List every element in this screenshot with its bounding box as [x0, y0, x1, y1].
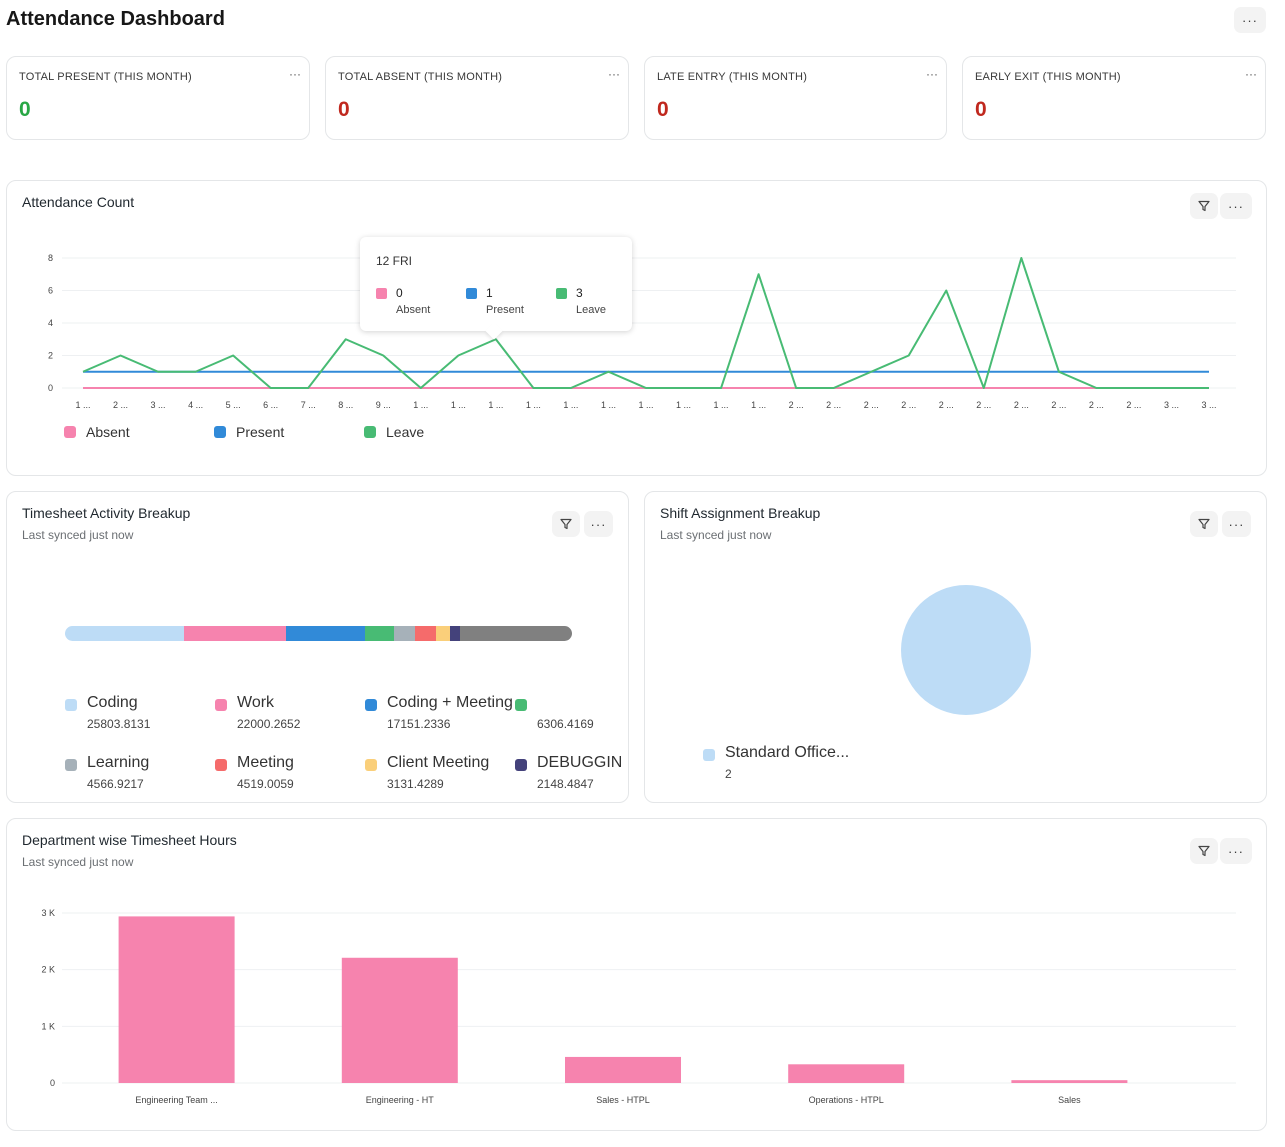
percentage-bar-segment[interactable]: [65, 626, 185, 641]
last-synced-text: Last synced just now: [660, 528, 772, 542]
number-card-menu-button[interactable]: ···: [289, 67, 301, 81]
filter-icon: [1198, 200, 1210, 212]
card-title: Department wise Timesheet Hours: [22, 832, 237, 848]
legend-label: Absent: [86, 424, 130, 440]
filter-button[interactable]: [1190, 511, 1218, 537]
activity-name: Learning: [87, 754, 150, 771]
legend-swatch: [215, 759, 227, 771]
legend-swatch: [515, 699, 527, 711]
filter-button[interactable]: [1190, 193, 1218, 219]
percentage-bar-segment[interactable]: [450, 626, 461, 641]
legend-swatch: [703, 749, 715, 761]
tooltip-swatch: [556, 288, 567, 299]
activity-value: 17151.2336: [387, 717, 451, 731]
number-card-label: EARLY EXIT (THIS MONTH): [975, 71, 1121, 83]
timesheet-activity-card: Timesheet Activity Breakup Last synced j…: [6, 491, 629, 803]
activity-value: 25803.8131: [87, 717, 151, 731]
department-hours-card: Department wise Timesheet Hours Last syn…: [6, 818, 1267, 1131]
number-card-menu-button[interactable]: ···: [926, 67, 938, 81]
filter-icon: [1198, 845, 1210, 857]
activity-name: Work: [237, 694, 275, 711]
activity-value: 3131.4289: [387, 777, 444, 791]
page-title: Attendance Dashboard: [6, 8, 225, 30]
percentage-bar-segment[interactable]: [436, 626, 451, 641]
tooltip-value: 1: [486, 286, 493, 300]
legend-swatch: [365, 699, 377, 711]
card-menu-button[interactable]: ···: [1220, 193, 1252, 219]
activity-value: 22000.2652: [237, 717, 301, 731]
percentage-bar-segment-other[interactable]: [460, 626, 572, 641]
number-card-label: TOTAL PRESENT (THIS MONTH): [19, 71, 192, 83]
percentage-bar-segment[interactable]: [394, 626, 416, 641]
number-card-value: 0: [657, 98, 669, 121]
shift-value: 2: [725, 767, 732, 781]
number-card-menu-button[interactable]: ···: [1245, 67, 1257, 81]
card-menu-button[interactable]: ···: [1222, 511, 1251, 537]
activity-name: Coding + Meeting: [387, 694, 513, 711]
legend-swatch: [214, 426, 226, 438]
number-card-label: TOTAL ABSENT (THIS MONTH): [338, 71, 503, 83]
chart-tooltip: 12 FRI 0 Absent 1 Present 3 Leave: [360, 237, 632, 331]
activity-name: Coding: [87, 694, 138, 711]
number-card-label: LATE ENTRY (THIS MONTH): [657, 71, 808, 83]
card-title: Timesheet Activity Breakup: [22, 505, 191, 521]
card-menu-button[interactable]: ···: [584, 511, 613, 537]
legend-swatch: [365, 759, 377, 771]
number-card-late-entry: LATE ENTRY (THIS MONTH) ··· 0: [644, 56, 947, 140]
card-menu-button[interactable]: ···: [1220, 838, 1252, 864]
activity-name: DEBUGGING: [537, 754, 623, 771]
legend-swatch: [515, 759, 527, 771]
percentage-bar-segment[interactable]: [415, 626, 437, 641]
number-card-menu-button[interactable]: ···: [608, 67, 620, 81]
legend-label: Present: [236, 424, 285, 440]
tooltip-name: Absent: [396, 304, 431, 316]
legend-label: Leave: [386, 424, 425, 440]
activity-value: 2148.4847: [537, 777, 594, 791]
number-card-value: 0: [975, 98, 987, 121]
tooltip-swatch: [466, 288, 477, 299]
tooltip-swatch: [376, 288, 387, 299]
last-synced-text: Last synced just now: [22, 528, 134, 542]
filter-icon: [560, 518, 572, 530]
activity-name: Meeting: [237, 754, 294, 771]
filter-button[interactable]: [552, 511, 580, 537]
card-title: Shift Assignment Breakup: [660, 505, 821, 521]
activity-value: 4519.0059: [237, 777, 294, 791]
percentage-bar-segment[interactable]: [364, 626, 395, 641]
legend-item-absent[interactable]: Absent: [64, 424, 130, 440]
activity-value: 6306.4169: [537, 717, 594, 731]
tooltip-value: 3: [576, 286, 583, 300]
filter-icon: [1198, 518, 1210, 530]
shift-assignment-card: Shift Assignment Breakup Last synced jus…: [644, 491, 1267, 803]
legend-item-leave[interactable]: Leave: [364, 424, 424, 440]
card-title: Attendance Count: [22, 194, 135, 210]
tooltip-title: 12 FRI: [376, 254, 413, 268]
shift-name: Standard Office...: [725, 744, 850, 761]
legend-item-present[interactable]: Present: [214, 424, 284, 440]
tooltip-name: Present: [486, 304, 524, 316]
last-synced-text: Last synced just now: [22, 855, 134, 869]
percentage-bar: [65, 626, 572, 641]
activity-name: Client Meeting: [387, 754, 490, 771]
legend-swatch: [65, 699, 77, 711]
legend-swatch: [364, 426, 376, 438]
attendance-count-card: Attendance Count ···: [6, 180, 1267, 476]
filter-button[interactable]: [1190, 838, 1218, 864]
tooltip-name: Leave: [576, 304, 606, 316]
dashboard-menu-button[interactable]: ···: [1234, 7, 1266, 33]
legend-swatch: [215, 699, 227, 711]
activity-value: 4566.9217: [87, 777, 144, 791]
percentage-bar-segment[interactable]: [285, 626, 365, 641]
legend-swatch: [65, 759, 77, 771]
number-card-total-present: TOTAL PRESENT (THIS MONTH) ··· 0: [6, 56, 310, 140]
tooltip-value: 0: [396, 286, 403, 300]
legend-swatch: [64, 426, 76, 438]
number-card-value: 0: [338, 98, 350, 121]
percentage-bar-segment[interactable]: [184, 626, 286, 641]
number-card-total-absent: TOTAL ABSENT (THIS MONTH) ··· 0: [325, 56, 629, 140]
number-card-early-exit: EARLY EXIT (THIS MONTH) ··· 0: [962, 56, 1266, 140]
number-card-value: 0: [19, 98, 31, 121]
activity-legend-debugging: DEBUGGING 2148.4847: [515, 754, 623, 794]
pie-slice-standard-office: [901, 585, 1031, 715]
